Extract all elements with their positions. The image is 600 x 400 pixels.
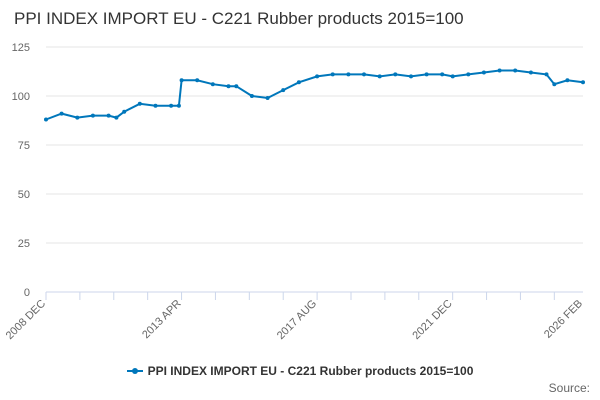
x-tick-label: 2008 DEC: [4, 298, 48, 342]
x-tick-label: 2013 APR: [140, 298, 184, 342]
data-point[interactable]: [114, 115, 119, 120]
y-tick-label: 50: [18, 189, 30, 201]
x-axis-ticks: 2008 DEC 2013 APR 2017 AUG 2021 DEC 2026 FEB: [4, 292, 585, 342]
y-axis-ticks: 0 25 50 75 100 125: [12, 42, 30, 299]
y-tick-label: 75: [18, 140, 30, 152]
x-tick-label: 2026 FEB: [542, 298, 585, 341]
data-point[interactable]: [481, 70, 486, 75]
data-point[interactable]: [346, 72, 351, 77]
data-point[interactable]: [90, 113, 95, 118]
data-point[interactable]: [106, 113, 111, 118]
legend-item[interactable]: PPI INDEX IMPORT EU - C221 Rubber produc…: [126, 364, 474, 378]
data-point[interactable]: [59, 111, 64, 116]
data-point[interactable]: [565, 78, 570, 83]
data-point[interactable]: [249, 94, 254, 98]
data-point[interactable]: [581, 80, 585, 85]
data-point[interactable]: [210, 82, 215, 87]
data-point[interactable]: [179, 78, 184, 83]
data-point[interactable]: [176, 103, 181, 108]
data-point[interactable]: [528, 70, 533, 75]
grid-lines: [46, 46, 583, 244]
data-point[interactable]: [296, 80, 301, 85]
chart-title: PPI INDEX IMPORT EU - C221 Rubber produc…: [14, 9, 464, 28]
data-point[interactable]: [281, 88, 286, 93]
data-point[interactable]: [497, 68, 502, 73]
data-point[interactable]: [440, 72, 445, 77]
data-point[interactable]: [362, 72, 366, 77]
data-point[interactable]: [265, 96, 270, 100]
x-tick-label: 2017 AUG: [275, 298, 319, 342]
data-point[interactable]: [393, 72, 398, 77]
data-point[interactable]: [544, 72, 549, 77]
data-point[interactable]: [513, 68, 518, 73]
data-point[interactable]: [466, 72, 471, 77]
data-point[interactable]: [424, 72, 429, 77]
data-point[interactable]: [44, 117, 48, 122]
data-point[interactable]: [195, 78, 200, 83]
series-line: [45, 69, 584, 121]
data-point[interactable]: [122, 109, 127, 114]
data-point[interactable]: [153, 103, 158, 108]
source-credit[interactable]: Source:: [548, 381, 590, 395]
data-point[interactable]: [377, 74, 382, 79]
legend[interactable]: PPI INDEX IMPORT EU - C221 Rubber produc…: [0, 364, 600, 378]
data-point[interactable]: [169, 103, 174, 108]
legend-label: PPI INDEX IMPORT EU - C221 Rubber produc…: [147, 364, 474, 378]
data-point[interactable]: [234, 84, 239, 89]
series-points: [44, 68, 585, 122]
legend-line-marker-icon: [126, 367, 143, 375]
data-point[interactable]: [450, 74, 455, 79]
data-point[interactable]: [137, 101, 142, 106]
y-tick-label: 100: [12, 91, 30, 103]
data-point[interactable]: [75, 115, 80, 120]
data-point[interactable]: [552, 82, 557, 87]
data-point[interactable]: [315, 74, 320, 79]
y-tick-label: 25: [18, 238, 30, 250]
x-tick-label: 2021 DEC: [410, 298, 454, 342]
data-point[interactable]: [226, 84, 231, 89]
y-tick-label: 0: [24, 287, 30, 299]
data-point[interactable]: [409, 74, 413, 79]
data-point[interactable]: [330, 72, 335, 77]
y-tick-label: 125: [12, 42, 30, 54]
